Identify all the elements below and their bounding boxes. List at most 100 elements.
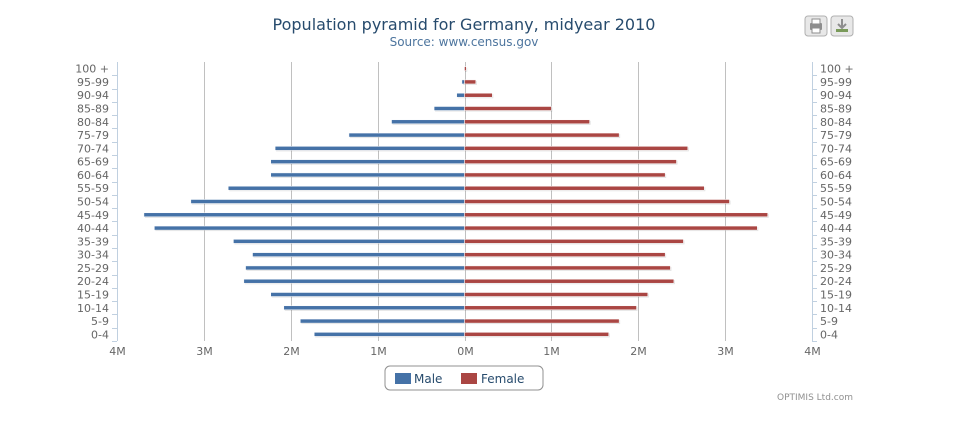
- chart-title: Population pyramid for Germany, midyear …: [273, 15, 656, 34]
- bar-female[interactable]: [464, 225, 758, 231]
- category-label-left: 15-19: [77, 289, 109, 302]
- bar-female[interactable]: [464, 146, 689, 151]
- category-label-left: 65-69: [77, 156, 109, 169]
- category-label-left: 95-99: [77, 76, 109, 89]
- print-button[interactable]: [804, 15, 828, 37]
- category-label-right: 50-54: [820, 196, 852, 209]
- legend-item-male[interactable]: Male: [395, 372, 442, 386]
- category-label-right: 100 +: [820, 63, 854, 76]
- legend-label-male: Male: [414, 372, 442, 386]
- legend-label-female: Female: [481, 372, 524, 386]
- bar-male[interactable]: [233, 239, 465, 244]
- bar-female[interactable]: [464, 66, 467, 71]
- category-label-right: 85-89: [820, 103, 852, 116]
- bar-female[interactable]: [464, 239, 684, 244]
- bar-female[interactable]: [464, 318, 620, 324]
- bar-male[interactable]: [274, 146, 465, 151]
- legend-item-female[interactable]: Female: [461, 372, 524, 386]
- bar-female[interactable]: [464, 332, 609, 337]
- chart-subtitle: Source: www.census.gov: [390, 35, 539, 49]
- category-label-right: 45-49: [820, 209, 852, 222]
- plot-area: 4M 3M 2M 1M 0M 1M 2M 3M 4M0-4 0-45-9 5-910-14 10-14…: [75, 62, 854, 358]
- x-tick-label: 4M: [109, 345, 126, 358]
- category-label-left: 75-79: [77, 129, 109, 142]
- category-label-left: 40-44: [77, 222, 109, 235]
- x-tick-label: 1M: [370, 345, 387, 358]
- bar-male[interactable]: [154, 225, 465, 231]
- bar-male[interactable]: [313, 332, 465, 337]
- bar-male[interactable]: [270, 159, 465, 164]
- category-label-right: 75-79: [820, 129, 852, 142]
- category-label-left: 70-74: [77, 142, 109, 155]
- bar-male[interactable]: [300, 318, 465, 324]
- category-label-right: 35-39: [820, 235, 852, 248]
- x-tick-label: 3M: [196, 345, 213, 358]
- category-label-left: 85-89: [77, 103, 109, 116]
- category-label-right: 5-9: [820, 315, 838, 328]
- bar-male[interactable]: [143, 212, 465, 218]
- category-label-left: 80-84: [77, 116, 109, 129]
- bar-male[interactable]: [190, 199, 465, 204]
- category-label-left: 25-29: [77, 262, 109, 275]
- category-label-right: 40-44: [820, 222, 852, 235]
- bar-female[interactable]: [464, 159, 677, 164]
- category-label-left: 90-94: [77, 89, 109, 102]
- category-label-left: 50-54: [77, 196, 109, 209]
- bar-female[interactable]: [464, 265, 671, 271]
- legend-swatch-female: [461, 373, 477, 384]
- download-icon: [836, 19, 848, 32]
- bar-male[interactable]: [283, 305, 465, 311]
- category-label-right: 55-59: [820, 182, 852, 195]
- bar-male[interactable]: [348, 132, 465, 138]
- bar-female[interactable]: [464, 278, 675, 284]
- bar-female[interactable]: [464, 252, 666, 257]
- bar-male[interactable]: [252, 252, 465, 257]
- x-tick-label: 2M: [283, 345, 300, 358]
- bar-female[interactable]: [464, 172, 666, 178]
- category-label-left: 30-34: [77, 249, 109, 262]
- category-label-left: 0-4: [91, 328, 109, 341]
- bar-female[interactable]: [464, 199, 730, 204]
- category-label-left: 100 +: [75, 63, 109, 76]
- printer-icon: [810, 18, 822, 34]
- category-label-right: 20-24: [820, 275, 852, 288]
- bar-female[interactable]: [464, 106, 552, 111]
- bar-male[interactable]: [270, 172, 465, 178]
- category-label-right: 15-19: [820, 289, 852, 302]
- bar-male[interactable]: [461, 79, 465, 85]
- bar-female[interactable]: [464, 79, 477, 85]
- legend: Male Female: [384, 365, 544, 391]
- x-tick-label: 0M: [457, 345, 474, 358]
- category-label-right: 10-14: [820, 302, 852, 315]
- bar-male[interactable]: [270, 292, 465, 297]
- bar-female[interactable]: [464, 292, 649, 297]
- category-label-left: 35-39: [77, 235, 109, 248]
- bar-female[interactable]: [464, 305, 637, 311]
- bar-female[interactable]: [464, 92, 493, 98]
- bar-male[interactable]: [245, 265, 465, 271]
- download-button[interactable]: [830, 15, 854, 37]
- legend-swatch-male: [395, 373, 411, 384]
- category-label-left: 55-59: [77, 182, 109, 195]
- category-label-right: 80-84: [820, 116, 852, 129]
- category-label-right: 70-74: [820, 142, 852, 155]
- x-tick-label: 4M: [804, 345, 821, 358]
- category-label-left: 45-49: [77, 209, 109, 222]
- credits[interactable]: OPTIMIS Ltd.com: [777, 393, 853, 403]
- bar-male[interactable]: [391, 119, 465, 125]
- category-label-right: 95-99: [820, 76, 852, 89]
- bar-male[interactable]: [227, 185, 465, 191]
- bar-female[interactable]: [464, 132, 620, 138]
- category-label-left: 60-64: [77, 169, 109, 182]
- x-tick-label: 3M: [717, 345, 734, 358]
- bar-female[interactable]: [464, 119, 590, 125]
- category-label-right: 0-4: [820, 328, 838, 341]
- bar-male[interactable]: [433, 106, 465, 111]
- bar-male[interactable]: [243, 278, 465, 284]
- bar-female[interactable]: [464, 212, 768, 218]
- category-label-left: 20-24: [77, 275, 109, 288]
- category-label-right: 60-64: [820, 169, 852, 182]
- bar-male[interactable]: [456, 92, 465, 98]
- bar-female[interactable]: [464, 185, 705, 191]
